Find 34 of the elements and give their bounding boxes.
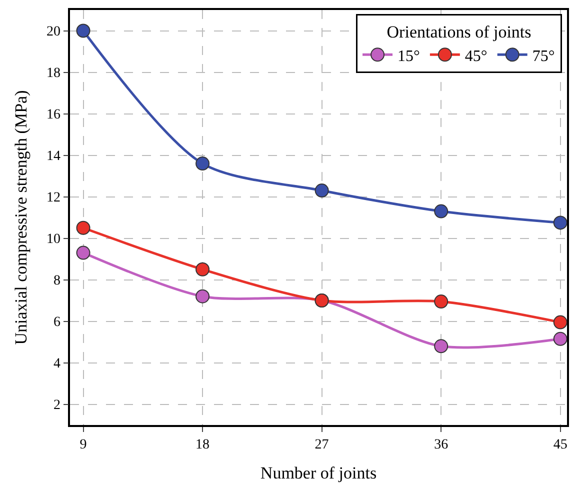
point [196,262,210,276]
point [553,216,567,230]
y-tick-label: 12 [46,190,60,206]
point [553,315,567,330]
y-tick-label: 20 [46,24,60,40]
legend-label: 75° [532,48,555,65]
x-tick-label: 9 [80,438,87,453]
point [76,246,90,260]
x-tick-label: 45 [553,438,568,453]
y-tick-label: 4 [53,356,60,372]
y-axis-title: Uniaxial compressive strength (MPa) [12,90,30,345]
point [434,294,448,309]
y-tick-label: 18 [46,66,60,82]
legend-label: 45° [464,48,488,65]
point [76,24,90,38]
y-tick-label: 2 [53,398,60,414]
y-tick-label: 8 [53,274,60,289]
legend-title: Orientations of joints [386,22,532,42]
point [434,204,448,218]
point [76,220,90,235]
x-tick-label: 18 [196,438,210,453]
y-tick-label: 16 [46,108,60,123]
point [434,339,448,354]
legend-label: 15° [398,48,420,65]
y-tick-label: 10 [46,232,60,248]
point [196,156,210,171]
point [553,332,567,346]
y-tick-label: 14 [46,149,60,164]
x-tick-label: 36 [434,438,448,453]
point [196,289,210,304]
y-tick-label: 6 [53,315,60,330]
x-tick-label: 27 [314,438,329,453]
x-axis-title: Number of joints [260,463,377,482]
point [314,184,329,198]
